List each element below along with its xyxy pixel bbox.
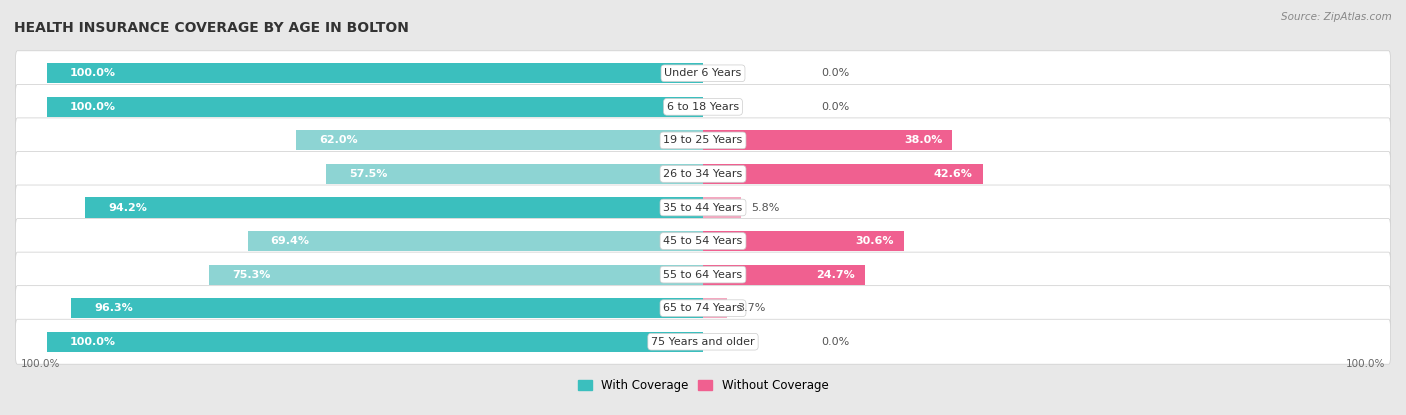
Text: 24.7%: 24.7% xyxy=(817,270,855,280)
FancyBboxPatch shape xyxy=(15,151,1391,196)
FancyBboxPatch shape xyxy=(15,286,1391,331)
Bar xyxy=(703,264,865,285)
FancyBboxPatch shape xyxy=(15,319,1391,364)
Bar xyxy=(326,164,703,184)
FancyBboxPatch shape xyxy=(15,84,1391,129)
Bar xyxy=(84,198,703,217)
Legend: With Coverage, Without Coverage: With Coverage, Without Coverage xyxy=(572,375,834,397)
FancyBboxPatch shape xyxy=(15,51,1391,96)
Text: 96.3%: 96.3% xyxy=(94,303,132,313)
Text: 19 to 25 Years: 19 to 25 Years xyxy=(664,135,742,145)
Text: Source: ZipAtlas.com: Source: ZipAtlas.com xyxy=(1281,12,1392,22)
Text: 45 to 54 Years: 45 to 54 Years xyxy=(664,236,742,246)
Text: 100.0%: 100.0% xyxy=(21,359,60,369)
Bar xyxy=(46,332,703,352)
Bar xyxy=(703,130,952,151)
Text: 65 to 74 Years: 65 to 74 Years xyxy=(664,303,742,313)
Text: 30.6%: 30.6% xyxy=(855,236,894,246)
Text: 55 to 64 Years: 55 to 64 Years xyxy=(664,270,742,280)
Bar xyxy=(297,130,703,151)
Text: 0.0%: 0.0% xyxy=(821,102,849,112)
Bar xyxy=(703,231,904,251)
Text: Under 6 Years: Under 6 Years xyxy=(665,68,741,78)
Text: 75 Years and older: 75 Years and older xyxy=(651,337,755,347)
Bar xyxy=(703,164,983,184)
Text: 57.5%: 57.5% xyxy=(349,169,387,179)
Bar xyxy=(46,97,703,117)
Text: 35 to 44 Years: 35 to 44 Years xyxy=(664,203,742,212)
FancyBboxPatch shape xyxy=(15,219,1391,264)
Text: 100.0%: 100.0% xyxy=(70,102,115,112)
Text: 6 to 18 Years: 6 to 18 Years xyxy=(666,102,740,112)
Text: 5.8%: 5.8% xyxy=(751,203,779,212)
Text: 62.0%: 62.0% xyxy=(319,135,357,145)
FancyBboxPatch shape xyxy=(15,118,1391,163)
Text: 26 to 34 Years: 26 to 34 Years xyxy=(664,169,742,179)
Text: 94.2%: 94.2% xyxy=(108,203,146,212)
Bar xyxy=(703,298,727,318)
Text: 100.0%: 100.0% xyxy=(70,337,115,347)
Bar xyxy=(703,198,741,217)
Text: 3.7%: 3.7% xyxy=(737,303,765,313)
Text: 100.0%: 100.0% xyxy=(70,68,115,78)
Text: HEALTH INSURANCE COVERAGE BY AGE IN BOLTON: HEALTH INSURANCE COVERAGE BY AGE IN BOLT… xyxy=(14,21,409,35)
Text: 100.0%: 100.0% xyxy=(1346,359,1385,369)
Text: 0.0%: 0.0% xyxy=(821,337,849,347)
Bar xyxy=(46,63,703,83)
Text: 75.3%: 75.3% xyxy=(232,270,270,280)
Text: 38.0%: 38.0% xyxy=(904,135,942,145)
Bar xyxy=(72,298,703,318)
FancyBboxPatch shape xyxy=(15,185,1391,230)
Bar xyxy=(209,264,703,285)
Text: 69.4%: 69.4% xyxy=(270,236,309,246)
Text: 42.6%: 42.6% xyxy=(934,169,973,179)
Text: 0.0%: 0.0% xyxy=(821,68,849,78)
FancyBboxPatch shape xyxy=(15,252,1391,297)
Bar xyxy=(247,231,703,251)
